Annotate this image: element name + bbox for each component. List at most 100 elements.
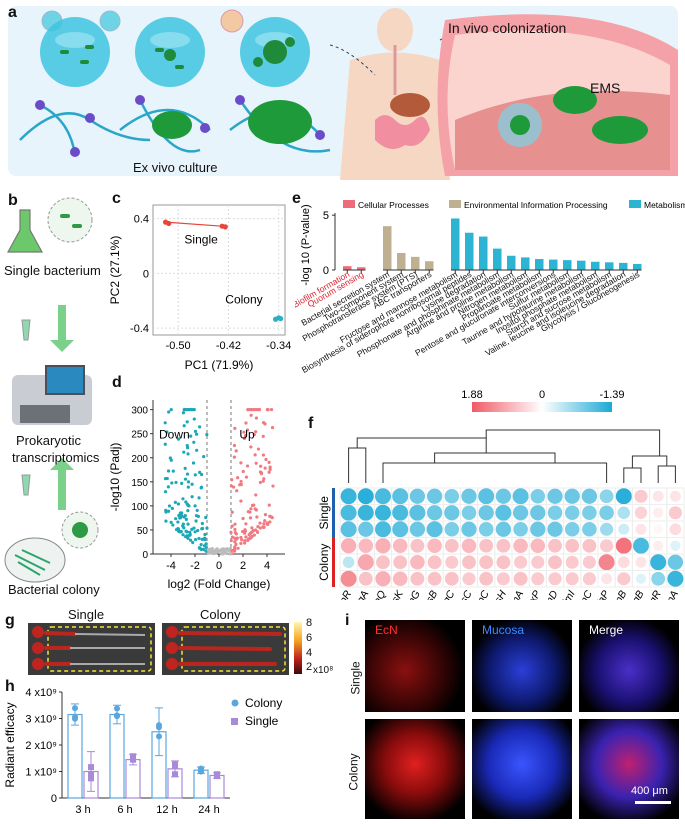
heatmap-cell	[600, 539, 614, 553]
enrichment-bar	[507, 255, 516, 270]
heatmap-cell	[444, 505, 460, 521]
heatmap-cell	[512, 505, 529, 521]
volcano-point	[232, 485, 236, 489]
volcano-point	[178, 511, 183, 515]
heatmap-cell	[392, 488, 409, 505]
panel-letter-f: f	[308, 415, 314, 432]
heatmap-cell	[444, 538, 459, 553]
heatmap-cell	[340, 570, 357, 587]
row-group-bar-colony	[332, 537, 335, 587]
heatmap-cell	[496, 555, 511, 570]
volcano-point	[204, 515, 208, 520]
plot-frame	[152, 204, 286, 336]
heatmap-cell	[635, 523, 647, 535]
volcano-point	[233, 522, 237, 526]
kegg-enrichment-bar-chart: 0 5 -log 10 (P-value) Cellular Processes Env…	[295, 200, 685, 375]
volcano-point	[234, 449, 238, 453]
volcano-point	[193, 504, 197, 508]
single-bacterium-label: Single bacterium	[4, 263, 101, 278]
volcano-point	[242, 436, 247, 441]
heatmap-cell	[444, 571, 459, 586]
volcano-point	[170, 506, 174, 510]
series-label-single: Single	[184, 232, 218, 246]
y-axis-label: -log10 (Padj)	[108, 443, 122, 512]
volcano-point	[225, 552, 229, 556]
enrichment-bar	[383, 226, 392, 270]
volcano-point	[259, 464, 263, 468]
volcano-point	[176, 502, 181, 506]
volcano-point	[249, 507, 253, 511]
volcano-point	[243, 433, 248, 438]
volcano-point	[192, 526, 196, 530]
heatmap-cell	[461, 521, 477, 537]
volcano-point	[192, 440, 196, 444]
volcano-point	[269, 408, 274, 412]
gene-label: tssH	[488, 588, 509, 600]
volcano-point	[233, 547, 237, 551]
gene-label: csgC	[435, 588, 458, 600]
heatmap-cell	[357, 488, 374, 505]
volcano-point	[229, 530, 233, 534]
data-point	[72, 705, 78, 712]
volcano-point	[254, 461, 258, 465]
heatmap-cell	[615, 488, 632, 505]
volcano-point	[242, 430, 246, 434]
data-point	[156, 733, 162, 740]
x-tick-label: 24 h	[198, 804, 219, 816]
heatmap-cell	[358, 571, 373, 586]
heatmap-cell	[375, 488, 391, 505]
volcano-point	[255, 515, 259, 519]
volcano-point	[221, 547, 225, 551]
heatmap-cell	[358, 521, 374, 537]
volcano-point	[262, 477, 266, 481]
heatmap-cell	[445, 555, 459, 569]
volcano-point	[258, 521, 262, 525]
x-tick-label: 0	[216, 560, 222, 572]
colorbar-tick-4: 4	[306, 647, 313, 659]
heatmap-cell	[582, 572, 596, 586]
heatmap-cell	[670, 540, 681, 551]
heatmap-cell	[530, 505, 546, 521]
volcano-point	[236, 476, 240, 480]
volcano-point	[200, 537, 204, 541]
heatmap-cell	[582, 555, 596, 569]
volcano-point	[228, 546, 232, 550]
transcriptomics-label-line2: transcriptomics	[12, 450, 100, 465]
gene-label: ecpR	[332, 588, 355, 600]
volcano-point	[186, 536, 190, 540]
volcano-point	[254, 430, 258, 434]
heatmap-cell	[340, 488, 357, 505]
volcano-point	[166, 485, 170, 489]
heatmap-cell	[340, 521, 357, 538]
x-tick-label: -0.34	[266, 340, 291, 352]
heatmap-cell	[478, 488, 495, 505]
heatmap-cell	[496, 572, 510, 586]
down-label: Down	[159, 428, 190, 442]
volcano-point	[196, 528, 200, 533]
volcano-point	[236, 546, 240, 550]
heatmap-cell	[635, 573, 647, 584]
x-tick-label: -2	[190, 560, 200, 572]
volcano-point	[191, 461, 196, 465]
panel-g: Single Colony 8 6 4 2 x10⁸	[0, 605, 340, 676]
heatmap-cell	[548, 538, 562, 553]
dendrogram-branch	[356, 437, 487, 448]
volcano-point	[199, 543, 203, 547]
colorbar-tick-2: 2	[306, 661, 313, 673]
heatmap-cell	[462, 572, 476, 586]
x-tick-label: 2	[240, 560, 246, 572]
panel-letter-a: a	[8, 4, 17, 21]
volcano-point	[185, 472, 190, 476]
volcano-point	[219, 552, 223, 556]
volcano-point	[202, 544, 207, 548]
volcano-point	[178, 514, 182, 518]
volcano-point	[214, 550, 218, 554]
row-label-colony: Colony	[346, 753, 361, 791]
row-label-single: Single	[348, 661, 363, 695]
volcano-point	[194, 519, 198, 523]
enrichment-bar	[563, 260, 572, 270]
heatmap-cell	[548, 555, 562, 570]
volcano-point	[262, 522, 266, 526]
volcano-point	[171, 469, 175, 473]
volcano-point	[186, 509, 190, 513]
